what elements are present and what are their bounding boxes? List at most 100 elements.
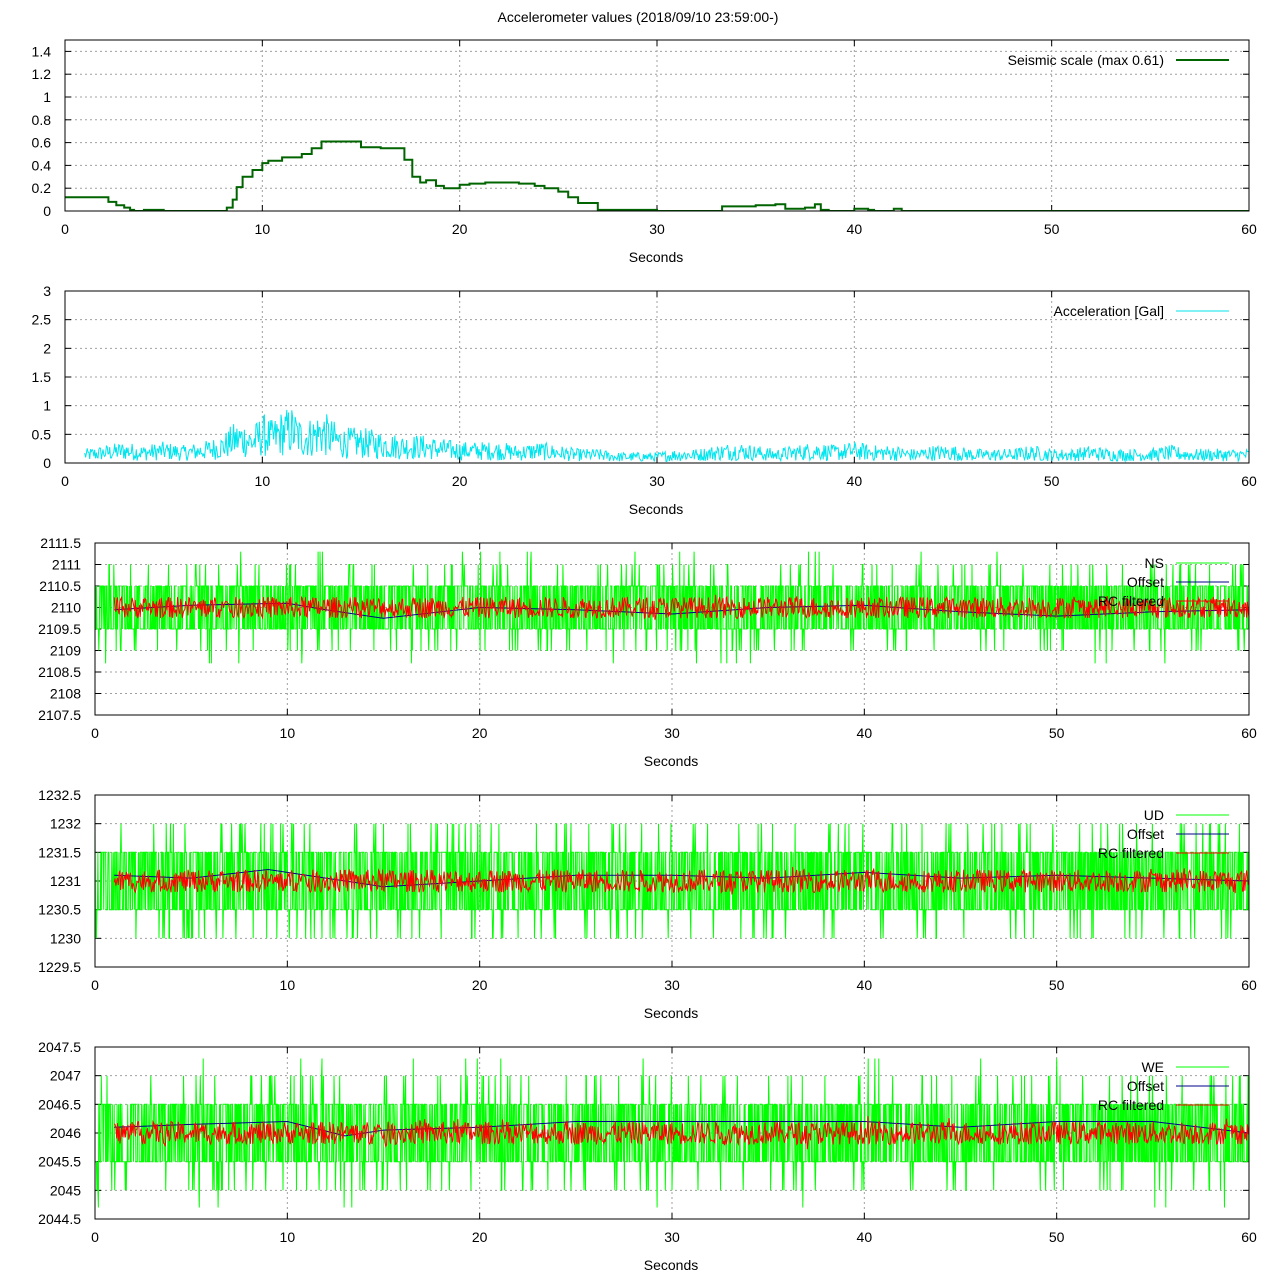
- plot-frame: [94, 1046, 1250, 1220]
- x-tick-label: 40: [847, 473, 863, 489]
- y-tick-label: 2044.5: [38, 1211, 81, 1227]
- plot-area: [84, 409, 1249, 463]
- plot-frame: [64, 290, 1250, 464]
- y-tick-label: 1.2: [32, 66, 52, 82]
- series-line-1: [84, 409, 1249, 463]
- x-tick-label: 10: [255, 473, 271, 489]
- legend-label: RC filtered: [1098, 1097, 1164, 1113]
- y-tick-label: 0.4: [32, 157, 52, 173]
- legend-label: WE: [1141, 1059, 1164, 1075]
- x-tick-label: 50: [1044, 473, 1060, 489]
- figure-title: Accelerometer values (2018/09/10 23:59:0…: [498, 9, 779, 25]
- chart-stack: 0 10 20 30 40 50 6000.20.40.60.811.21.4Seismic…: [32, 39, 1257, 1273]
- x-tick-label: 50: [1049, 1229, 1065, 1245]
- y-tick-label: 0.2: [32, 180, 52, 196]
- x-axis-label: Seconds: [629, 249, 683, 265]
- legend-label: RC filtered: [1098, 845, 1164, 861]
- y-tick-label: 0: [43, 455, 51, 471]
- series-line-1: [95, 823, 1249, 939]
- x-tick-label: 10: [280, 977, 296, 993]
- y-tick-label: 2047: [50, 1068, 81, 1084]
- plot-area: [95, 551, 1249, 664]
- x-tick-label: 40: [857, 977, 873, 993]
- x-tick-label: 60: [1241, 1229, 1257, 1245]
- legend-label: UD: [1144, 807, 1164, 823]
- y-tick-label: 2045.5: [38, 1154, 81, 1170]
- x-tick-label: 60: [1241, 221, 1257, 237]
- series-line-1: [95, 1058, 1249, 1208]
- x-tick-label: 10: [255, 221, 271, 237]
- series-line-2: [114, 602, 1249, 619]
- plot-area: [65, 140, 1249, 211]
- x-tick-label: 60: [1241, 473, 1257, 489]
- y-tick-label: 0.8: [32, 112, 52, 128]
- legend-label: Offset: [1127, 826, 1164, 842]
- legend-label: Offset: [1127, 574, 1164, 590]
- chart-panel-4: 0 10 20 30 40 50 60 1229.5 1230 1230.5 1231 1231.5 1…: [38, 787, 1257, 1021]
- x-tick-label: 20: [472, 977, 488, 993]
- y-tick-label: 3: [43, 283, 51, 299]
- y-tick-label: 0.5: [32, 426, 52, 442]
- x-tick-label: 60: [1241, 725, 1257, 741]
- y-tick-label: 2108: [50, 686, 81, 702]
- x-tick-label: 20: [472, 725, 488, 741]
- y-tick-label: 2046.5: [38, 1096, 81, 1112]
- plot-area: [95, 1058, 1249, 1208]
- y-tick-label: 2045: [50, 1182, 81, 1198]
- y-tick-label: 1230.5: [38, 902, 81, 918]
- y-tick-label: 2111: [52, 557, 81, 573]
- legend-label: Offset: [1127, 1078, 1164, 1094]
- x-axis-label: Seconds: [629, 501, 683, 517]
- series-line-3: [113, 594, 1249, 620]
- y-tick-label: 1232: [50, 816, 81, 832]
- chart-panel-3: 0 10 20 30 40 50 60 2107.5 2108 2108.5 2109 2109.5 2…: [38, 535, 1257, 769]
- x-tick-label: 40: [857, 725, 873, 741]
- y-tick-label: 2111.5: [40, 535, 81, 551]
- series-line-3: [114, 1116, 1249, 1150]
- x-tick-label: 50: [1049, 725, 1065, 741]
- x-tick-label: 30: [649, 221, 665, 237]
- x-axis-label: Seconds: [644, 753, 698, 769]
- y-tick-label: 2047.5: [38, 1039, 81, 1055]
- y-tick-label: 2107.5: [38, 707, 81, 723]
- x-tick-label: 20: [472, 1229, 488, 1245]
- y-tick-label: 1231: [50, 873, 81, 889]
- chart-panel-2: 0 10 20 30 40 50 60 0 0.5 1 1.5 2 2.5 3 Acceleration […: [32, 283, 1257, 517]
- y-tick-label: 1: [43, 89, 51, 105]
- series-line-3: [113, 866, 1249, 895]
- legend-label: Seismic scale (max 0.61): [1008, 52, 1164, 68]
- x-tick-label: 60: [1241, 977, 1257, 993]
- x-axis-label: Seconds: [644, 1005, 698, 1021]
- y-tick-label: 2.5: [32, 312, 52, 328]
- x-tick-label: 30: [649, 473, 665, 489]
- x-tick-label: 40: [857, 1229, 873, 1245]
- legend-label: Acceleration [Gal]: [1054, 303, 1165, 319]
- plot-frame: [94, 794, 1250, 968]
- legend-label: RC filtered: [1098, 593, 1164, 609]
- y-tick-label: 0.6: [32, 135, 52, 151]
- y-tick-label: 1231.5: [38, 844, 81, 860]
- x-tick-label: 30: [664, 725, 680, 741]
- y-tick-label: 2108.5: [38, 664, 81, 680]
- y-tick-label: 0: [43, 203, 51, 219]
- x-tick-label: 0: [61, 473, 69, 489]
- x-tick-label: 50: [1049, 977, 1065, 993]
- plot-frame: [64, 39, 1250, 212]
- y-tick-label: 1: [43, 398, 51, 414]
- x-tick-label: 30: [664, 977, 680, 993]
- y-tick-label: 2046: [50, 1125, 81, 1141]
- x-tick-label: 10: [280, 1229, 296, 1245]
- x-tick-label: 0: [61, 221, 69, 237]
- x-tick-label: 10: [280, 725, 296, 741]
- legend-label: NS: [1145, 555, 1164, 571]
- x-axis-label: Seconds: [644, 1257, 698, 1273]
- x-tick-label: 0: [91, 725, 99, 741]
- series-line-1: [95, 551, 1249, 664]
- x-tick-label: 20: [452, 221, 468, 237]
- x-tick-label: 30: [664, 1229, 680, 1245]
- y-tick-label: 2: [43, 340, 51, 356]
- x-tick-label: 20: [452, 473, 468, 489]
- y-tick-label: 1.5: [32, 369, 52, 385]
- y-tick-label: 2110.5: [39, 578, 81, 594]
